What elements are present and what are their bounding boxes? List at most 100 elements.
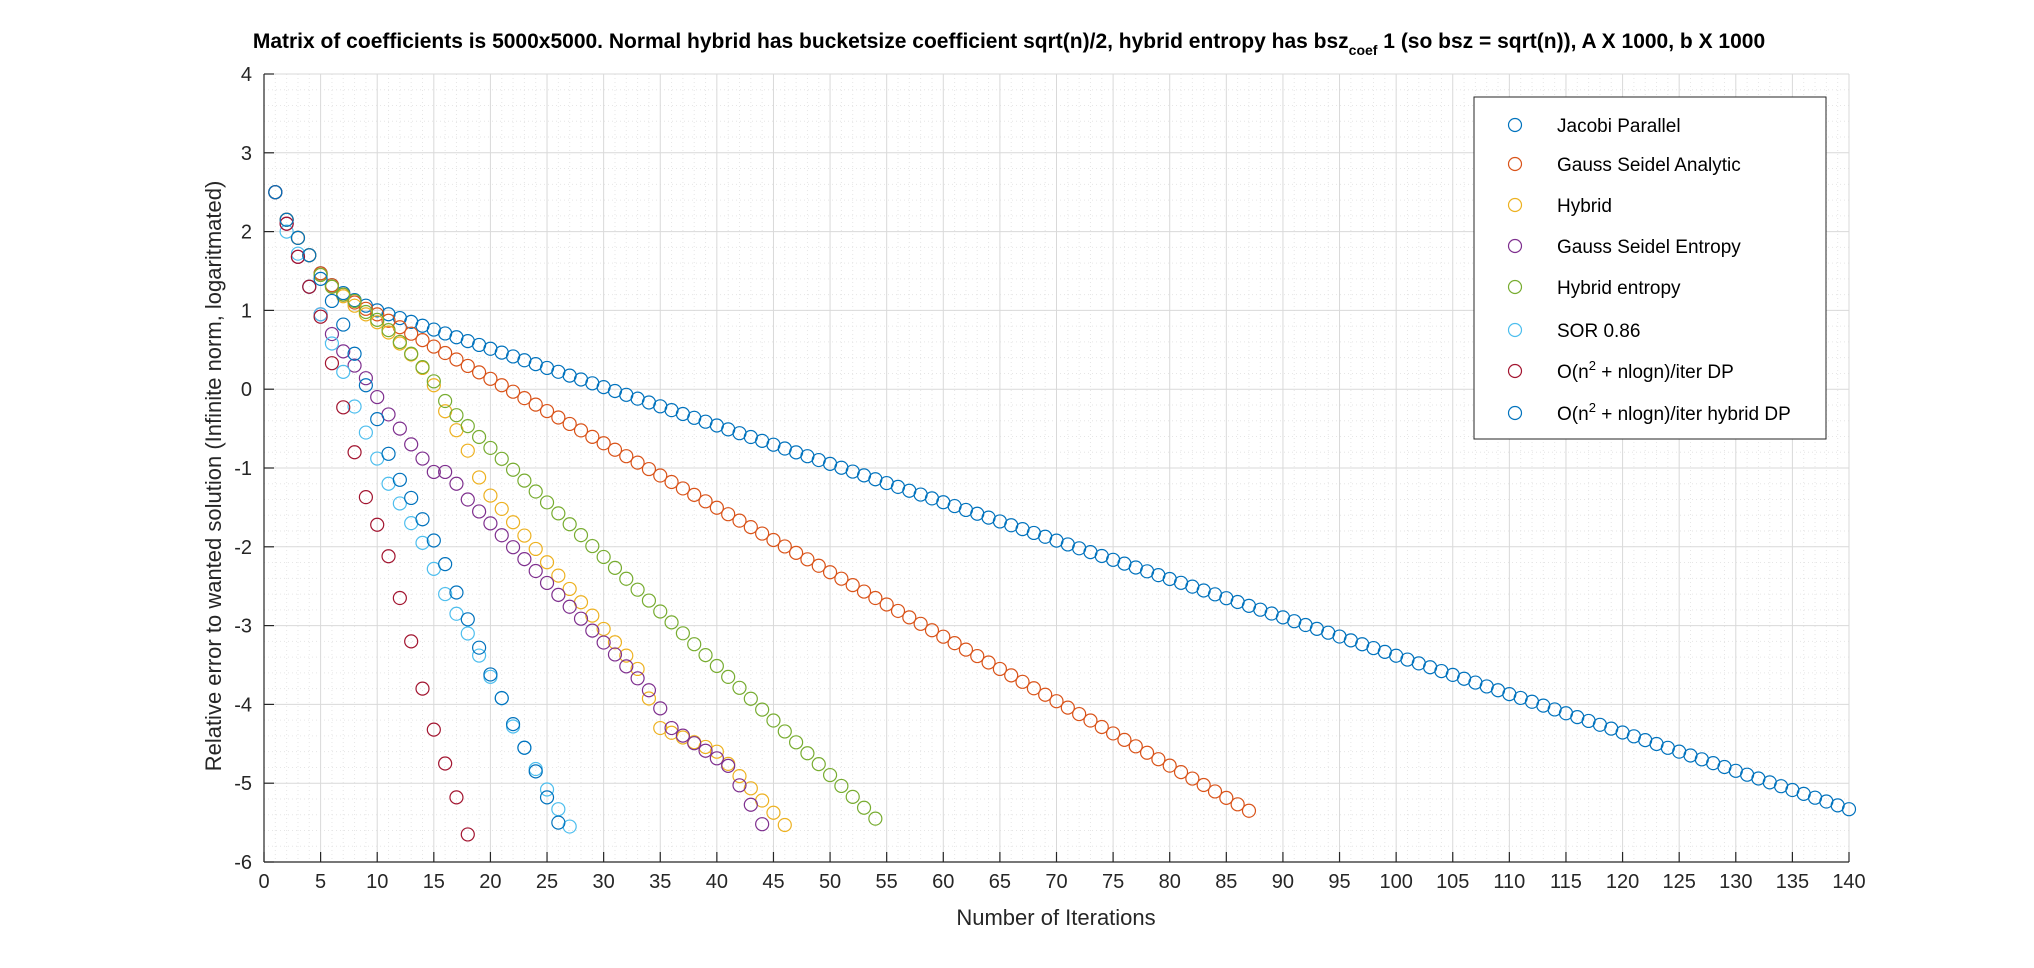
data-point (528, 563, 543, 579)
data-point (721, 669, 736, 685)
data-point (404, 326, 419, 341)
data-point (370, 389, 385, 405)
legend-marker (1507, 363, 1523, 379)
data-point (279, 224, 294, 239)
data-point (732, 513, 747, 528)
data-point (460, 443, 475, 458)
data-point (415, 360, 430, 375)
data-point (709, 751, 724, 766)
data-point (539, 782, 555, 797)
data-point (347, 346, 362, 361)
x-tick-label: 85 (1215, 871, 1237, 893)
data-point (494, 501, 509, 517)
data-point (415, 535, 430, 550)
data-point (1841, 802, 1857, 817)
data-point (528, 397, 543, 412)
data-point (415, 512, 430, 527)
data-point (596, 549, 611, 565)
data-point (336, 344, 351, 359)
data-point (641, 461, 657, 477)
data-point (392, 472, 407, 487)
data-point (517, 528, 532, 543)
data-point (517, 740, 532, 755)
chart-title: Matrix of coefficients is 5000x5000. Nor… (253, 30, 1765, 58)
data-point (539, 575, 555, 591)
x-tick-label: 125 (1662, 871, 1695, 893)
data-point (596, 436, 611, 451)
data-point (426, 378, 441, 393)
data-point (449, 476, 464, 491)
legend-item: O(n2 + nlogn)/iter hybrid DP (1507, 400, 1791, 425)
data-point (313, 271, 328, 286)
legend-marker (1507, 322, 1523, 338)
data-point (868, 590, 883, 606)
data-point (755, 817, 770, 832)
data-point (392, 334, 407, 350)
data-point (992, 661, 1007, 677)
x-tick-label: 95 (1328, 871, 1350, 893)
data-point (438, 586, 453, 602)
data-point (1072, 706, 1087, 722)
data-point (336, 400, 351, 415)
data-point (494, 378, 509, 393)
data-point (336, 287, 351, 302)
legend-box (1473, 96, 1827, 440)
data-point (347, 445, 362, 460)
data-point (279, 212, 294, 227)
data-point (1230, 797, 1245, 812)
x-tick-label: 55 (876, 871, 898, 893)
data-point (449, 585, 464, 600)
data-point (1128, 739, 1143, 754)
data-point (732, 680, 747, 695)
data-point (324, 279, 340, 294)
data-point (460, 358, 475, 374)
data-point (472, 504, 487, 519)
legend-marker (1507, 117, 1523, 133)
data-point (789, 735, 804, 750)
data-point (845, 789, 860, 804)
data-point (438, 557, 453, 572)
data-point (698, 494, 713, 509)
data-point (539, 555, 555, 570)
data-point (539, 403, 555, 419)
x-tick-label: 120 (1606, 871, 1639, 893)
data-point (890, 603, 906, 619)
series-markers (268, 185, 566, 830)
data-point (494, 451, 509, 466)
y-tick-label: 2 (241, 222, 252, 244)
data-point (290, 249, 306, 264)
data-point (709, 744, 724, 759)
data-point (585, 538, 600, 554)
data-point (755, 526, 770, 541)
legend-label: O(n2 + nlogn)/iter hybrid DP (1557, 400, 1791, 425)
legend-marker (1507, 197, 1523, 213)
data-point (653, 701, 668, 716)
data-point (1004, 668, 1019, 683)
data-point (551, 410, 566, 425)
data-point (596, 621, 611, 637)
data-point (822, 565, 838, 580)
data-point (336, 364, 351, 379)
data-point (268, 185, 283, 200)
data-point (1173, 764, 1189, 780)
data-point (551, 802, 566, 817)
data-point (1117, 732, 1132, 747)
legend-item: Hybrid (1507, 196, 1612, 217)
data-point (562, 517, 577, 532)
data-point (766, 805, 781, 820)
data-point (551, 587, 566, 602)
x-tick-label: 115 (1550, 871, 1582, 893)
data-point (302, 248, 317, 263)
data-point (313, 309, 328, 324)
x-tick-label: 65 (989, 871, 1011, 893)
legend-item: Hybrid entropy (1507, 278, 1681, 299)
data-point (721, 507, 736, 522)
data-point (675, 481, 690, 496)
data-point (392, 496, 407, 511)
data-point (1094, 719, 1109, 735)
y-tick-label: -3 (234, 616, 252, 638)
data-point (585, 623, 600, 638)
data-point (913, 616, 928, 631)
data-point (1049, 694, 1064, 709)
data-point (460, 612, 475, 627)
